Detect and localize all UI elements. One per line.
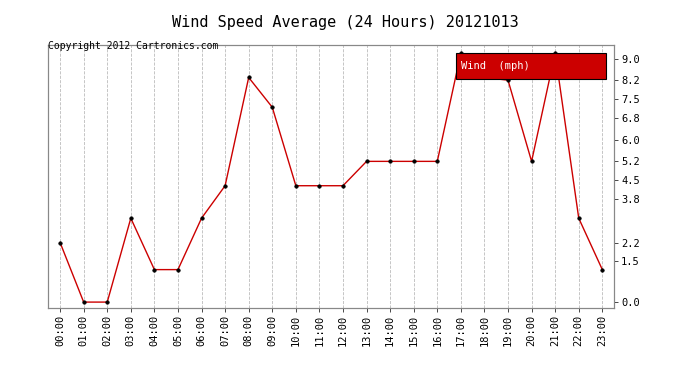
FancyBboxPatch shape	[455, 53, 606, 79]
Text: Wind  (mph): Wind (mph)	[462, 61, 530, 71]
Text: Copyright 2012 Cartronics.com: Copyright 2012 Cartronics.com	[48, 41, 219, 51]
Text: Wind Speed Average (24 Hours) 20121013: Wind Speed Average (24 Hours) 20121013	[172, 15, 518, 30]
